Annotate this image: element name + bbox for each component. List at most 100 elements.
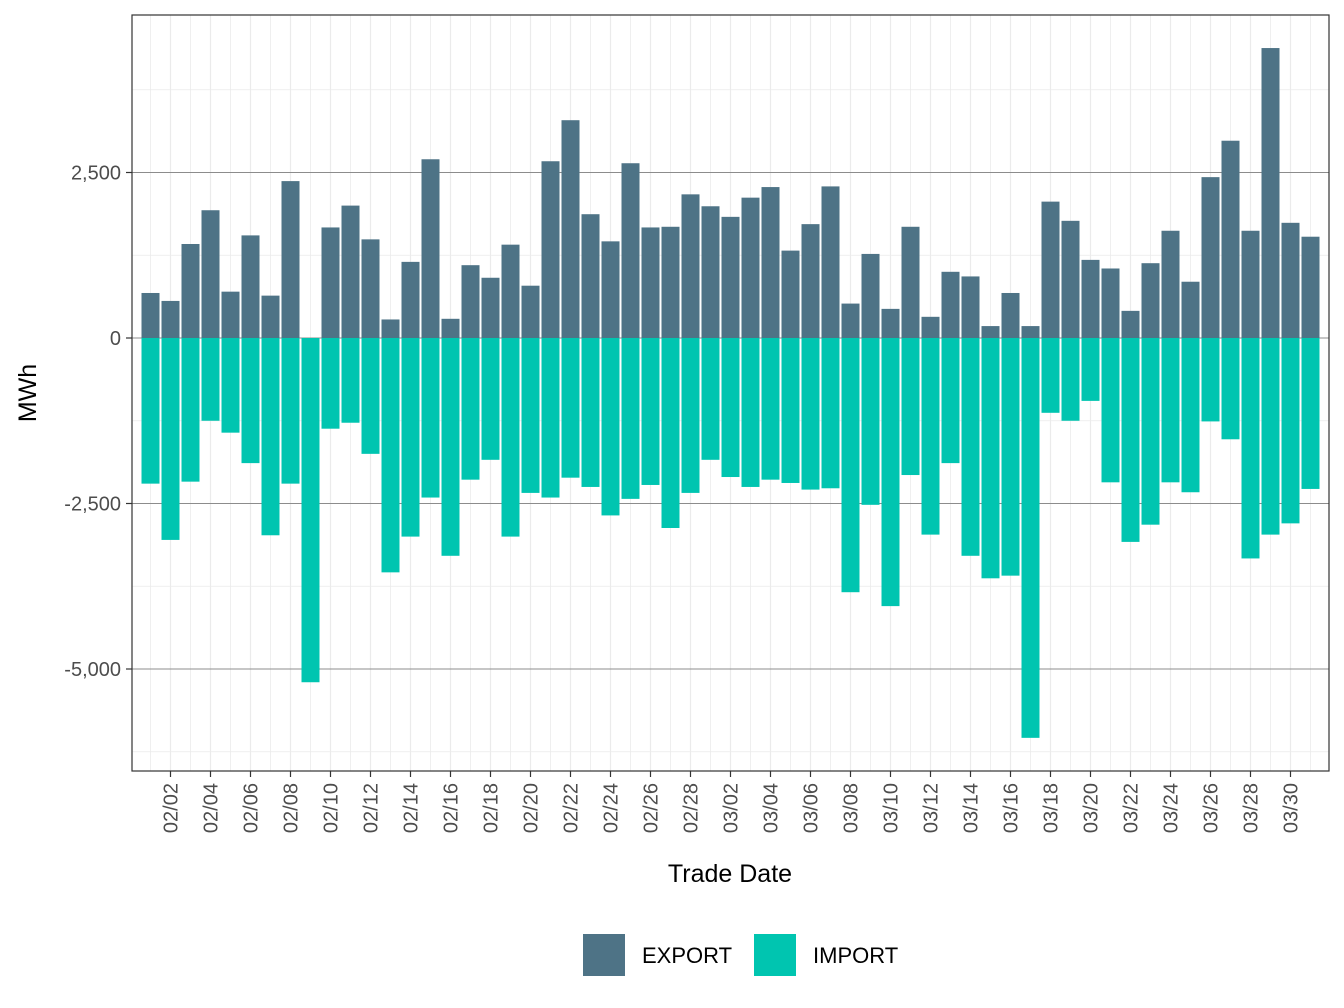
bar-export-02-05 (221, 291, 240, 338)
x-tick-label: 02/06 (241, 783, 263, 833)
x-tick-label: 02/20 (521, 783, 543, 833)
bar-export-03-08 (841, 303, 860, 338)
x-tick-label: 02/12 (361, 783, 383, 833)
x-tick-label: 02/18 (481, 783, 503, 833)
bar-import-03-26 (1201, 338, 1220, 422)
x-tick-label: 02/14 (401, 783, 423, 833)
x-tick-label: 03/22 (1121, 783, 1143, 833)
bar-export-02-02 (161, 300, 180, 338)
bar-import-02-27 (661, 338, 680, 528)
bar-import-02-22 (561, 338, 580, 478)
bar-export-03-15 (981, 326, 1000, 338)
bar-export-03-19 (1061, 220, 1080, 338)
bar-import-02-11 (341, 338, 360, 423)
y-axis-title: MWh (14, 364, 42, 422)
x-tick-label: 03/30 (1281, 783, 1303, 833)
bar-import-03-05 (781, 338, 800, 483)
bar-export-03-07 (821, 186, 840, 338)
bar-import-03-04 (761, 338, 780, 480)
bar-import-02-16 (441, 338, 460, 556)
x-tick-label: 02/24 (601, 783, 623, 833)
bar-export-02-15 (421, 159, 440, 338)
bar-import-02-23 (581, 338, 600, 487)
bar-import-03-12 (921, 338, 940, 535)
bar-import-03-16 (1001, 338, 1020, 576)
bar-import-03-21 (1101, 338, 1120, 483)
bar-export-02-21 (541, 161, 560, 338)
bar-export-03-17 (1021, 326, 1040, 338)
bar-export-03-25 (1181, 281, 1200, 338)
bar-import-02-15 (421, 338, 440, 498)
bar-import-02-17 (461, 338, 480, 480)
x-tick-label: 03/24 (1161, 783, 1183, 833)
bar-export-03-26 (1201, 177, 1220, 338)
bar-import-03-31 (1301, 338, 1320, 489)
x-tick-label: 02/08 (281, 783, 303, 833)
bar-import-02-02 (161, 338, 180, 540)
y-tick-label: -2,500 (64, 494, 121, 516)
bar-export-02-01 (141, 292, 160, 338)
bar-export-03-05 (781, 250, 800, 338)
y-tick-label: 2,500 (71, 163, 121, 185)
bar-import-03-17 (1021, 338, 1040, 738)
bar-export-02-04 (201, 210, 220, 338)
bar-export-02-12 (361, 239, 380, 338)
y-tick-label: -5,000 (64, 659, 121, 681)
bar-export-02-27 (661, 226, 680, 338)
bar-import-02-19 (501, 338, 520, 537)
legend-swatch-import (754, 934, 796, 976)
bar-export-03-09 (861, 253, 880, 338)
bar-import-02-07 (261, 338, 280, 536)
x-tick-label: 02/26 (641, 783, 663, 833)
bar-export-02-26 (641, 227, 660, 338)
y-tick-label: 0 (110, 328, 121, 350)
bar-import-03-14 (961, 338, 980, 556)
bar-import-02-20 (521, 338, 540, 493)
bar-import-03-23 (1141, 338, 1160, 525)
bar-export-02-17 (461, 265, 480, 338)
bar-import-03-13 (941, 338, 960, 464)
bar-export-03-28 (1241, 230, 1260, 338)
bar-export-03-02 (721, 216, 740, 338)
x-tick-label: 03/26 (1201, 783, 1223, 833)
x-tick-label: 02/16 (441, 783, 463, 833)
x-tick-label: 02/02 (161, 783, 183, 833)
bar-import-03-25 (1181, 338, 1200, 493)
bar-export-02-10 (321, 227, 340, 338)
bar-export-02-06 (241, 235, 260, 338)
bar-import-02-10 (321, 338, 340, 429)
bar-import-02-04 (201, 338, 220, 421)
bar-import-03-24 (1161, 338, 1180, 483)
x-tick-label: 03/20 (1081, 783, 1103, 833)
bar-import-03-02 (721, 338, 740, 478)
bar-import-02-24 (601, 338, 620, 516)
bar-import-03-01 (701, 338, 720, 460)
bar-import-03-09 (861, 338, 880, 505)
bar-export-03-30 (1281, 222, 1300, 338)
bar-export-03-18 (1041, 201, 1060, 338)
bar-import-02-13 (381, 338, 400, 573)
bar-export-02-03 (181, 243, 200, 338)
bar-export-02-19 (501, 244, 520, 338)
legend-swatch-export (583, 934, 625, 976)
legend-label-export: EXPORT (642, 943, 732, 968)
bar-export-02-25 (621, 163, 640, 338)
x-axis: 02/02 02/04 02/06 02/08 02/10 02/12 02/14 02/16… (161, 771, 1303, 833)
bar-export-03-24 (1161, 230, 1180, 338)
x-tick-label: 03/14 (961, 783, 983, 833)
bars (141, 48, 1320, 738)
bar-import-03-28 (1241, 338, 1260, 559)
bar-import-03-22 (1121, 338, 1140, 542)
bar-import-03-30 (1281, 338, 1300, 524)
x-tick-label: 03/06 (801, 783, 823, 833)
bar-import-02-05 (221, 338, 240, 433)
bar-export-03-12 (921, 316, 940, 338)
bar-export-02-24 (601, 241, 620, 338)
bar-export-02-14 (401, 261, 420, 338)
bar-export-02-22 (561, 120, 580, 339)
legend: EXPORT IMPORT (583, 934, 898, 976)
bar-export-03-20 (1081, 259, 1100, 338)
x-tick-label: 03/08 (841, 783, 863, 833)
bar-export-02-28 (681, 194, 700, 338)
